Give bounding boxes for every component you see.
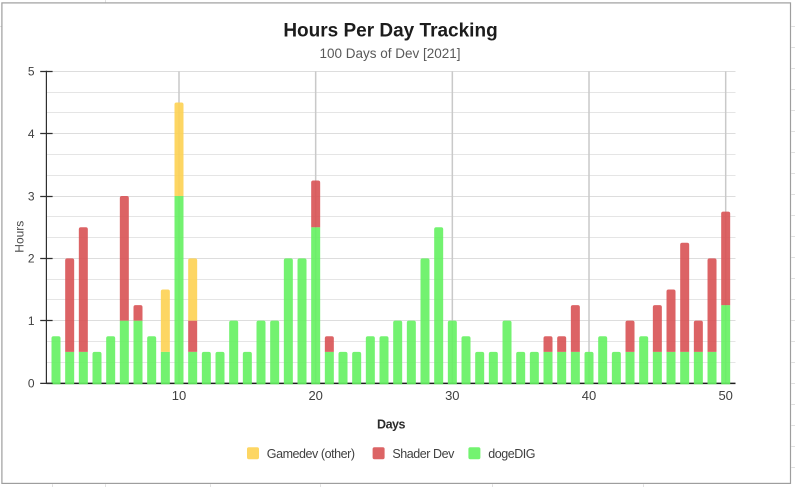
svg-text:40: 40 xyxy=(582,388,596,403)
svg-text:10: 10 xyxy=(172,388,186,403)
svg-text:dogeDIG: dogeDIG xyxy=(488,447,535,461)
svg-text:Days: Days xyxy=(377,418,405,432)
svg-text:Gamedev (other): Gamedev (other) xyxy=(267,447,355,461)
svg-text:4: 4 xyxy=(28,127,35,141)
svg-text:2: 2 xyxy=(28,252,35,266)
svg-text:30: 30 xyxy=(445,388,459,403)
svg-text:Hours Per Day Tracking: Hours Per Day Tracking xyxy=(283,21,497,42)
svg-text:3: 3 xyxy=(28,189,35,203)
svg-text:0: 0 xyxy=(28,376,35,390)
svg-text:20: 20 xyxy=(308,388,322,403)
svg-text:1: 1 xyxy=(28,314,35,328)
svg-text:100 Days of Dev [2021]: 100 Days of Dev [2021] xyxy=(319,46,460,61)
svg-text:Hours: Hours xyxy=(13,221,27,253)
svg-text:Shader Dev: Shader Dev xyxy=(392,447,455,461)
svg-text:5: 5 xyxy=(28,65,35,79)
svg-text:50: 50 xyxy=(718,388,732,403)
